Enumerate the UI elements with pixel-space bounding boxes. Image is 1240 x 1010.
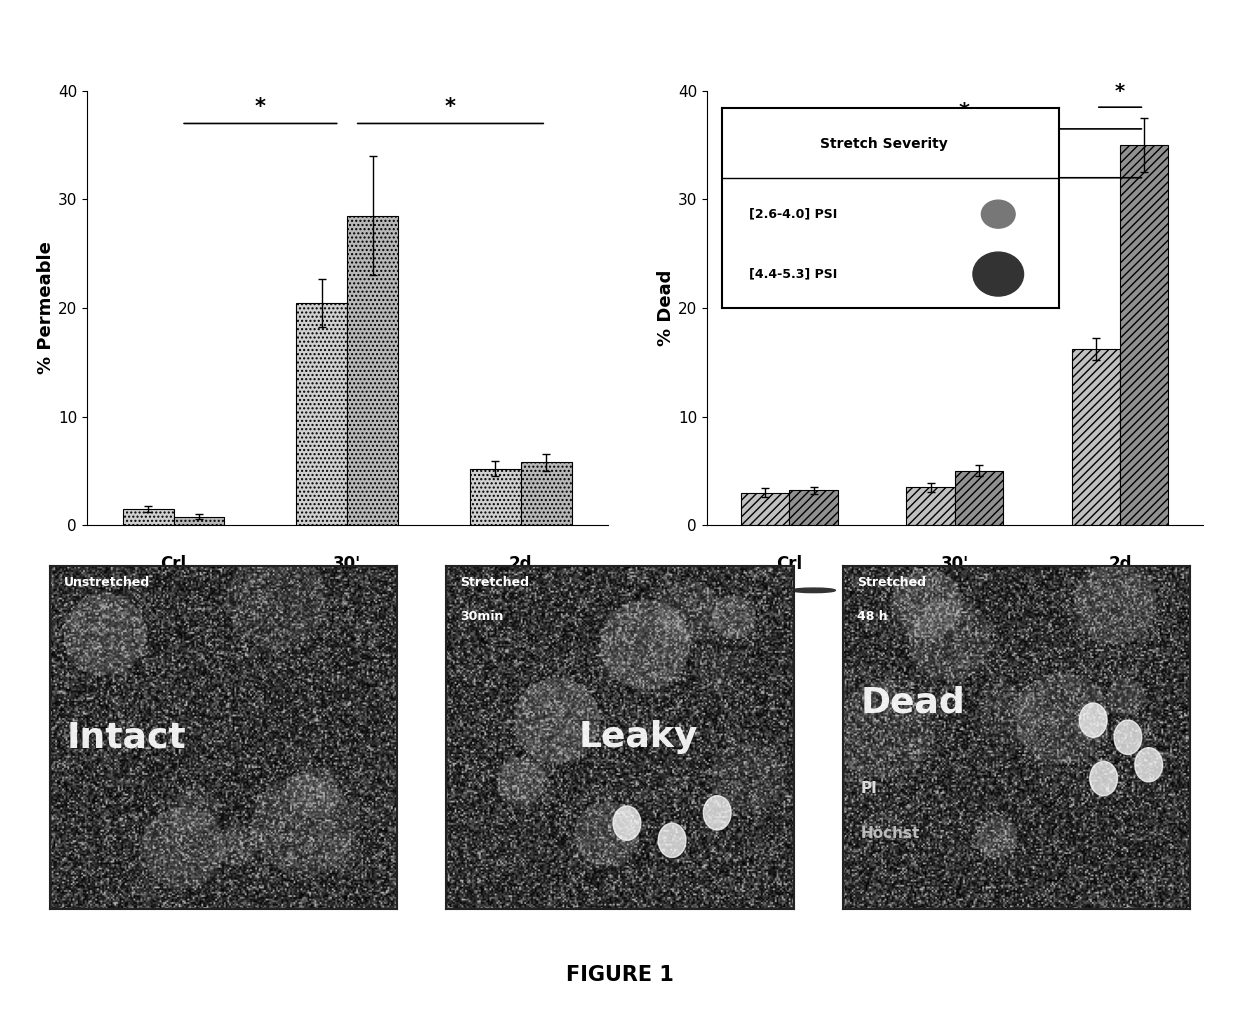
Ellipse shape: [1081, 589, 1111, 592]
Ellipse shape: [750, 589, 780, 592]
Text: Unstretched: Unstretched: [63, 576, 150, 589]
Text: Stretched: Stretched: [460, 576, 529, 589]
Ellipse shape: [176, 588, 222, 593]
Text: Intact: Intact: [67, 720, 187, 754]
Bar: [123, 509, 174, 525]
Text: *: *: [445, 97, 456, 117]
Ellipse shape: [1090, 762, 1117, 796]
Ellipse shape: [1079, 703, 1107, 737]
Text: Höchst: Höchst: [861, 826, 920, 841]
Text: 48 h: 48 h: [857, 610, 888, 623]
Text: FIGURE 1: FIGURE 1: [567, 965, 673, 985]
Y-axis label: % Dead: % Dead: [657, 270, 675, 346]
Ellipse shape: [480, 589, 511, 592]
Bar: [347, 216, 398, 525]
Y-axis label: % Permeable: % Permeable: [37, 241, 55, 375]
Ellipse shape: [792, 588, 836, 593]
Ellipse shape: [1114, 720, 1142, 754]
Bar: [296, 303, 347, 525]
Ellipse shape: [133, 589, 164, 592]
Ellipse shape: [658, 823, 686, 857]
Bar: [742, 493, 790, 525]
Text: Leaky: Leaky: [578, 720, 698, 754]
Ellipse shape: [350, 588, 396, 593]
Ellipse shape: [957, 588, 1001, 593]
Text: *: *: [1115, 82, 1125, 101]
Ellipse shape: [1122, 588, 1166, 593]
Text: Stretched: Stretched: [857, 576, 926, 589]
Ellipse shape: [703, 796, 732, 830]
Ellipse shape: [613, 806, 641, 840]
Text: 30min: 30min: [460, 610, 503, 623]
Bar: [955, 471, 1003, 525]
Text: *: *: [1042, 152, 1053, 172]
Bar: [1071, 349, 1120, 525]
Ellipse shape: [1135, 747, 1163, 782]
Text: PI: PI: [861, 782, 878, 796]
Bar: [1120, 145, 1168, 525]
Bar: [906, 487, 955, 525]
Ellipse shape: [916, 589, 946, 592]
Text: Dead: Dead: [861, 686, 965, 720]
Text: *: *: [255, 97, 265, 117]
Bar: [790, 491, 838, 525]
Ellipse shape: [523, 588, 569, 593]
Bar: [470, 469, 521, 525]
Ellipse shape: [306, 589, 337, 592]
Bar: [521, 463, 572, 525]
Text: *: *: [959, 102, 970, 122]
Bar: [174, 516, 224, 525]
